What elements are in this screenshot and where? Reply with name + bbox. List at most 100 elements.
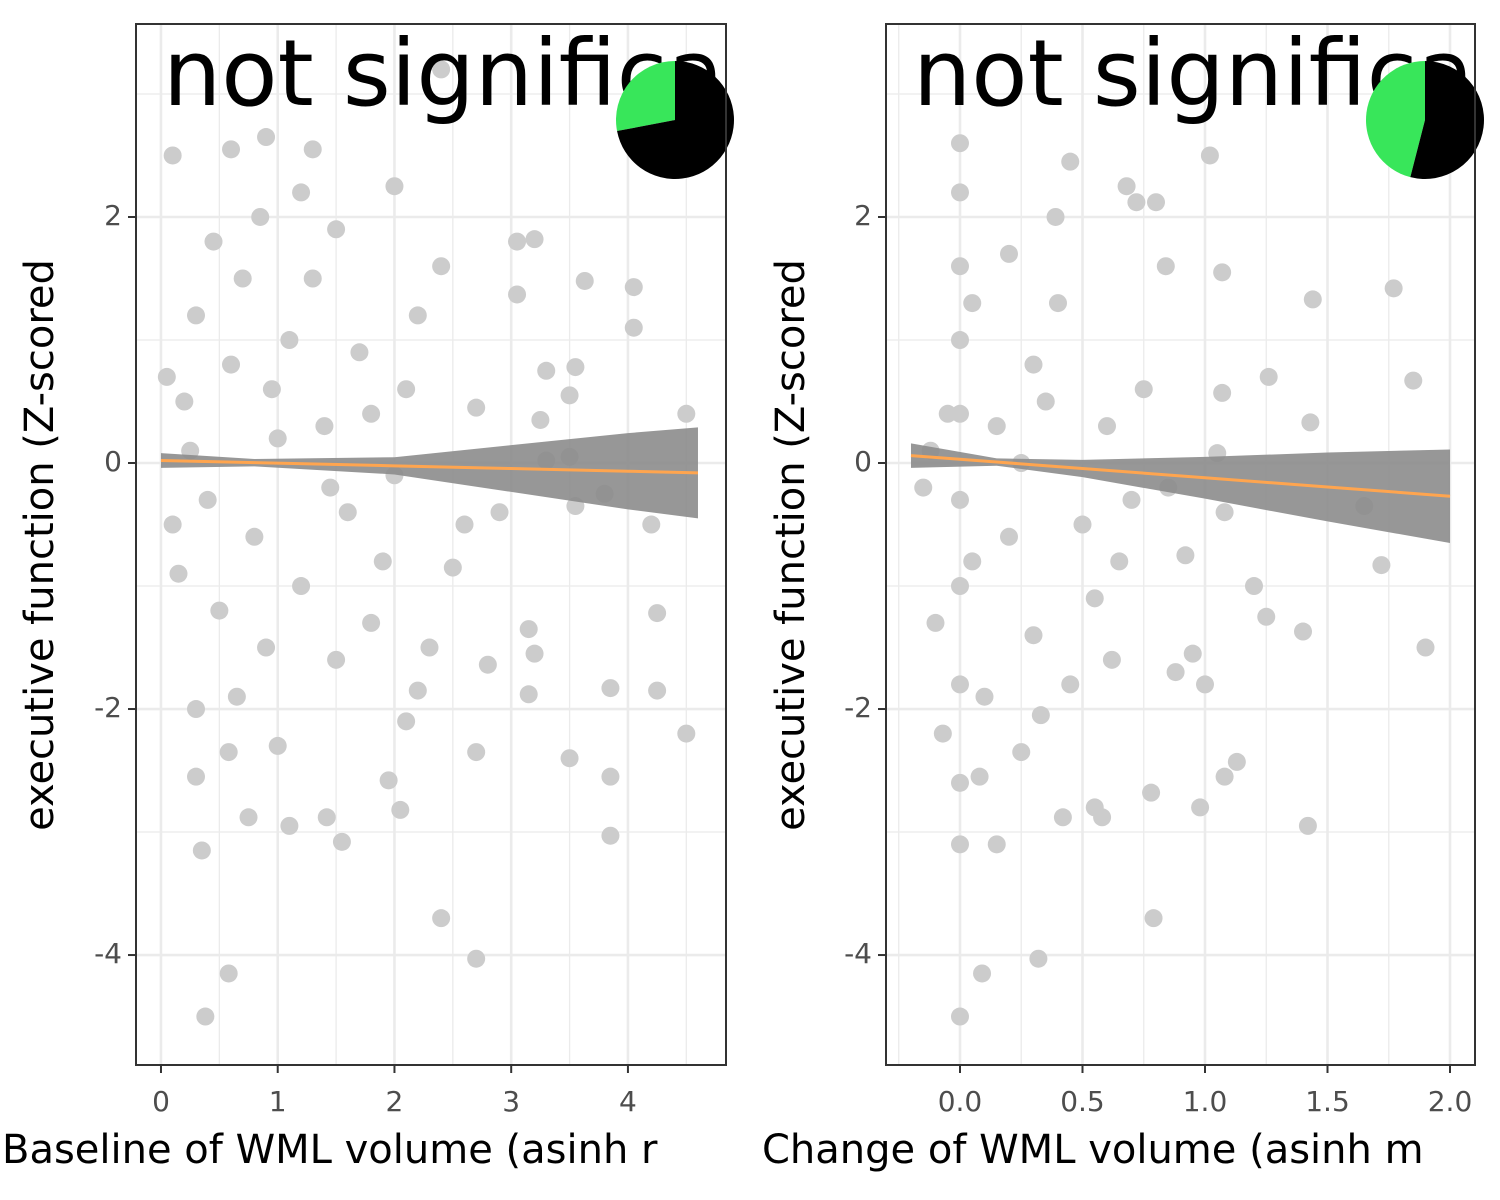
point [519, 620, 538, 639]
point [537, 361, 556, 380]
point [157, 367, 176, 386]
pie-slice [617, 61, 734, 179]
x-tick-label: 1.5 [1305, 1085, 1350, 1118]
point [1117, 177, 1136, 196]
point [268, 429, 287, 448]
point [1036, 392, 1055, 411]
y-tick-label: 2 [104, 199, 122, 232]
point [257, 128, 276, 147]
point [1404, 371, 1423, 390]
point [303, 140, 322, 159]
point [601, 826, 620, 845]
point [508, 232, 527, 251]
point [601, 679, 620, 698]
point [1085, 589, 1104, 608]
point [245, 527, 264, 546]
point [443, 558, 462, 577]
point [648, 604, 667, 623]
x-tick-label: 2.0 [1428, 1085, 1473, 1118]
point [1215, 767, 1234, 786]
point [385, 177, 404, 196]
fit-line [160, 459, 699, 475]
point [1024, 626, 1043, 645]
point [1257, 607, 1276, 626]
point [397, 712, 416, 731]
point [1046, 207, 1065, 226]
point [1215, 503, 1234, 522]
x-tick-label: 0 [152, 1085, 170, 1118]
point [210, 601, 229, 620]
x-axis-title: Change of WML volume (asinh m [762, 1127, 1424, 1173]
point [187, 306, 206, 325]
point [222, 355, 241, 374]
point [391, 800, 410, 819]
y-tick-label: -4 [844, 937, 872, 970]
point [227, 687, 246, 706]
point [432, 909, 451, 928]
point [950, 675, 969, 694]
point [490, 503, 509, 522]
point [1012, 743, 1031, 762]
point [233, 269, 252, 288]
point [1085, 798, 1104, 817]
point [1384, 279, 1403, 298]
fit-line [910, 454, 1451, 498]
point [531, 410, 550, 429]
point [379, 771, 398, 790]
point [950, 835, 969, 854]
point [1213, 383, 1232, 402]
point [257, 638, 276, 657]
point [1134, 380, 1153, 399]
pie-slice [616, 61, 675, 132]
point [1097, 417, 1116, 436]
y-tick-label: -2 [844, 691, 872, 724]
point [1048, 294, 1067, 313]
point [1176, 546, 1195, 565]
point [327, 220, 346, 239]
y-axis-title: executive function (Z-scored [768, 259, 814, 831]
point [432, 60, 451, 79]
point [677, 724, 696, 743]
point [1227, 752, 1246, 771]
pie-slice [1366, 61, 1425, 178]
y-axis-title: executive function (Z-scored [17, 259, 63, 831]
point [222, 140, 241, 159]
point [519, 685, 538, 704]
point [397, 380, 416, 399]
point [1183, 644, 1202, 663]
pie-slice [1410, 61, 1485, 180]
point [987, 835, 1006, 854]
point [1294, 622, 1313, 641]
point [926, 613, 945, 632]
x-tick-label: 3 [502, 1085, 520, 1118]
point [1213, 263, 1232, 282]
point [219, 964, 238, 983]
point [677, 404, 696, 423]
point [1259, 367, 1278, 386]
point [332, 832, 351, 851]
y-tick-label: -4 [94, 937, 122, 970]
point [1110, 552, 1129, 571]
point [455, 515, 474, 534]
point [1053, 808, 1072, 827]
point [525, 230, 544, 249]
point [198, 490, 217, 509]
point [1061, 675, 1080, 694]
point [642, 515, 661, 534]
point [196, 1007, 215, 1026]
point [950, 183, 969, 202]
point [338, 503, 357, 522]
point [280, 331, 299, 350]
y-tick-label: 0 [104, 445, 122, 478]
point [1156, 257, 1175, 276]
point [262, 380, 281, 399]
point [280, 816, 299, 835]
point [303, 269, 322, 288]
confidence-band [910, 443, 1451, 543]
point [950, 577, 969, 596]
point [950, 257, 969, 276]
point [950, 331, 969, 350]
point [1031, 706, 1050, 725]
